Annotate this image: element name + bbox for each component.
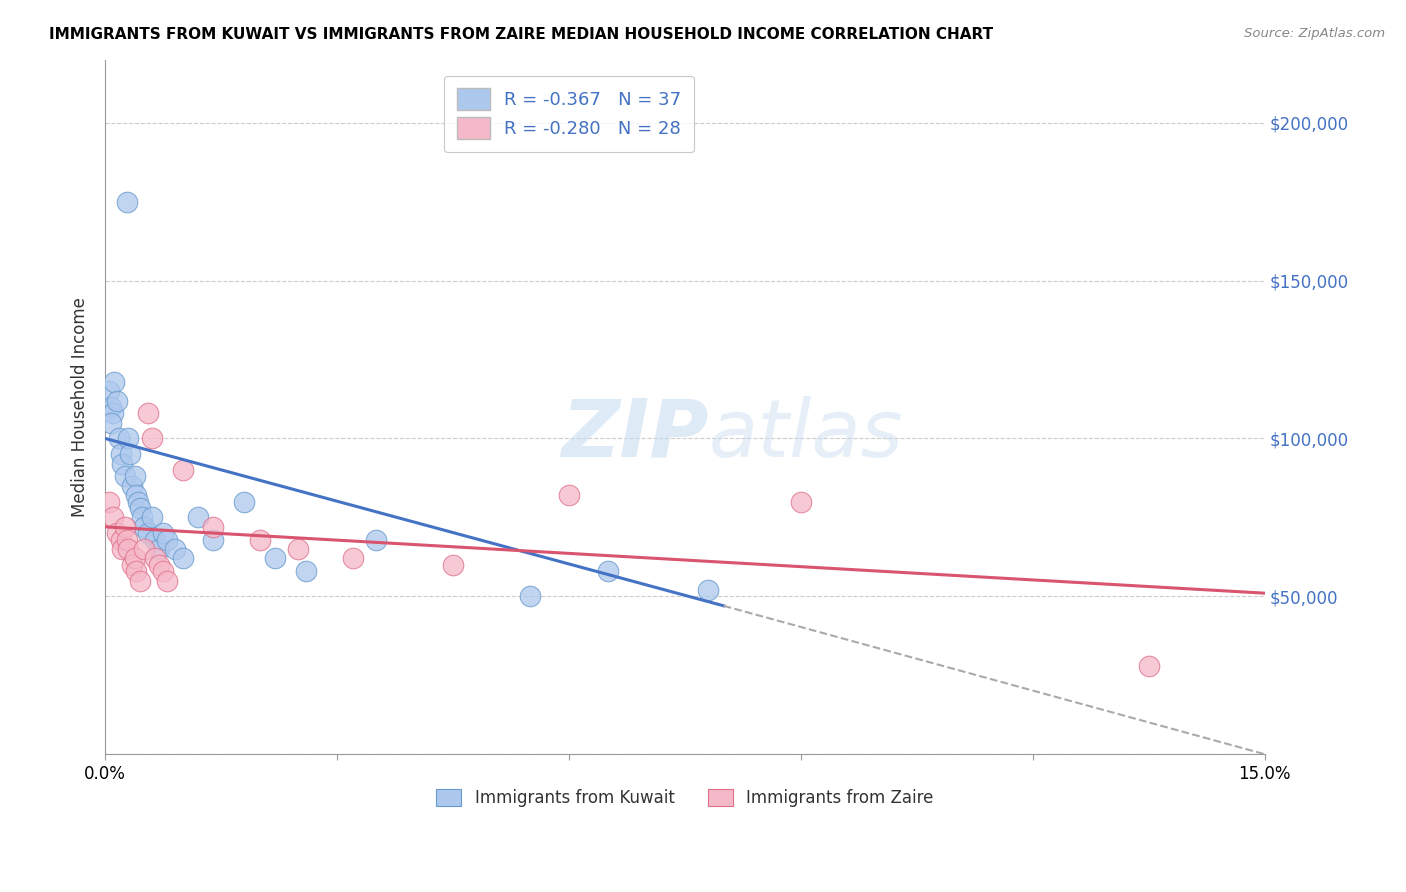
Point bbox=[790, 494, 813, 508]
Point bbox=[136, 526, 159, 541]
Point bbox=[98, 494, 121, 508]
Point bbox=[111, 541, 134, 556]
Point bbox=[152, 564, 174, 578]
Point bbox=[264, 551, 287, 566]
Point bbox=[125, 488, 148, 502]
Point bbox=[558, 488, 581, 502]
Text: atlas: atlas bbox=[709, 396, 903, 474]
Point bbox=[117, 432, 139, 446]
Point bbox=[156, 574, 179, 588]
Point bbox=[108, 432, 131, 446]
Point bbox=[697, 582, 720, 597]
Text: ZIP: ZIP bbox=[561, 396, 709, 474]
Point bbox=[101, 510, 124, 524]
Point bbox=[172, 551, 194, 566]
Y-axis label: Median Household Income: Median Household Income bbox=[72, 297, 89, 516]
Point bbox=[152, 526, 174, 541]
Point bbox=[105, 393, 128, 408]
Point bbox=[249, 533, 271, 547]
Point bbox=[145, 533, 167, 547]
Point bbox=[148, 558, 170, 572]
Point bbox=[1137, 658, 1160, 673]
Point bbox=[110, 447, 132, 461]
Point bbox=[117, 541, 139, 556]
Point bbox=[114, 469, 136, 483]
Legend: Immigrants from Kuwait, Immigrants from Zaire: Immigrants from Kuwait, Immigrants from … bbox=[427, 780, 942, 815]
Point bbox=[101, 406, 124, 420]
Point bbox=[141, 432, 163, 446]
Point bbox=[132, 520, 155, 534]
Point bbox=[148, 541, 170, 556]
Point bbox=[129, 574, 152, 588]
Text: Source: ZipAtlas.com: Source: ZipAtlas.com bbox=[1244, 27, 1385, 40]
Text: IMMIGRANTS FROM KUWAIT VS IMMIGRANTS FROM ZAIRE MEDIAN HOUSEHOLD INCOME CORRELAT: IMMIGRANTS FROM KUWAIT VS IMMIGRANTS FRO… bbox=[49, 27, 993, 42]
Point bbox=[156, 533, 179, 547]
Point bbox=[141, 510, 163, 524]
Point bbox=[163, 541, 186, 556]
Point bbox=[129, 500, 152, 515]
Point bbox=[121, 558, 143, 572]
Point bbox=[100, 416, 122, 430]
Point bbox=[125, 564, 148, 578]
Point bbox=[105, 526, 128, 541]
Point bbox=[127, 494, 149, 508]
Point bbox=[202, 533, 225, 547]
Point bbox=[596, 564, 619, 578]
Point bbox=[111, 457, 134, 471]
Point bbox=[118, 447, 141, 461]
Point bbox=[98, 384, 121, 398]
Point bbox=[132, 541, 155, 556]
Point bbox=[114, 520, 136, 534]
Point bbox=[115, 533, 138, 547]
Point bbox=[342, 551, 364, 566]
Point bbox=[100, 400, 122, 414]
Point bbox=[233, 494, 256, 508]
Point bbox=[519, 590, 541, 604]
Point bbox=[124, 551, 146, 566]
Point bbox=[136, 406, 159, 420]
Point bbox=[172, 463, 194, 477]
Point bbox=[110, 533, 132, 547]
Point bbox=[124, 469, 146, 483]
Point bbox=[145, 551, 167, 566]
Point bbox=[441, 558, 464, 572]
Point bbox=[103, 375, 125, 389]
Point bbox=[187, 510, 209, 524]
Point bbox=[115, 194, 138, 209]
Point bbox=[287, 541, 309, 556]
Point bbox=[202, 520, 225, 534]
Point bbox=[364, 533, 387, 547]
Point bbox=[295, 564, 318, 578]
Point bbox=[121, 479, 143, 493]
Point bbox=[131, 510, 153, 524]
